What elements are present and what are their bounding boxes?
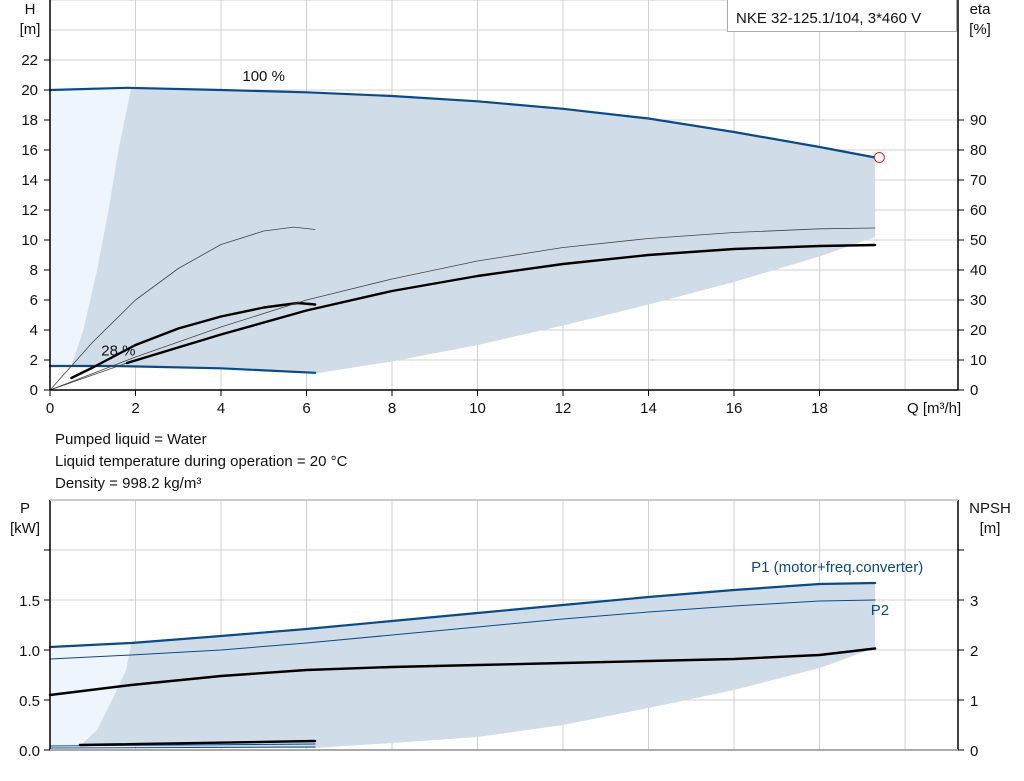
series-line-0-2 bbox=[49, 226, 316, 391]
series-line-1-2 bbox=[48, 647, 877, 697]
y-axis-unit-left: [kW] bbox=[10, 520, 40, 537]
series-line-0-0 bbox=[48, 86, 877, 159]
y-tick-label-right: 90 bbox=[970, 112, 987, 129]
operating-area-light bbox=[50, 87, 132, 366]
y-axis-unit-left: [m] bbox=[20, 21, 41, 38]
y-tick-label-right: 60 bbox=[970, 202, 987, 219]
y-tick-label-left: 1.0 bbox=[19, 643, 40, 660]
y-tick-label-right: 50 bbox=[970, 232, 987, 249]
y-tick-label-left: 14 bbox=[21, 172, 38, 189]
y-tick-label-left: 6 bbox=[30, 292, 38, 309]
y-tick-label-left: 12 bbox=[21, 202, 38, 219]
curve-label: 28 % bbox=[101, 343, 135, 360]
y-tick-label-right: 2 bbox=[970, 643, 978, 660]
y-tick-label-left: 4 bbox=[30, 322, 38, 339]
pump-title: NKE 32-125.1/104, 3*460 V bbox=[727, 0, 957, 32]
y-tick-label-right: 70 bbox=[970, 172, 987, 189]
y-tick-label-right: 40 bbox=[970, 262, 987, 279]
y-tick-label-right: 1 bbox=[970, 693, 978, 710]
y-axis-unit-right: [m] bbox=[980, 520, 1001, 537]
curve-label: P1 (motor+freq.converter) bbox=[751, 559, 923, 576]
info-density: Density = 998.2 kg/m³ bbox=[55, 475, 202, 492]
series-line-1-0 bbox=[48, 581, 877, 649]
y-tick-label-left: 0 bbox=[30, 382, 38, 399]
duty-point-marker bbox=[873, 152, 885, 163]
y-tick-label-left: 0.5 bbox=[19, 693, 40, 710]
y-axis-label-right: eta bbox=[970, 1, 992, 18]
y-axis-label-left: P bbox=[20, 500, 30, 517]
x-tick-label: 16 bbox=[726, 400, 743, 417]
y-tick-label-right: 80 bbox=[970, 142, 987, 159]
y-tick-label-left: 8 bbox=[30, 262, 38, 279]
y-axis-label-right: NPSH bbox=[969, 500, 1011, 517]
operating-area-light bbox=[50, 643, 132, 746]
series-line-0-6 bbox=[125, 243, 877, 365]
y-tick-label-left: 18 bbox=[21, 112, 38, 129]
y-tick-label-right: 10 bbox=[970, 352, 987, 369]
x-tick-label: 4 bbox=[217, 400, 225, 417]
x-tick-label: 10 bbox=[469, 400, 486, 417]
series-line-1-4 bbox=[49, 746, 316, 749]
x-tick-label: 2 bbox=[131, 400, 139, 417]
x-axis-label: Q [m³/h] bbox=[907, 400, 961, 417]
y-tick-label-left: 20 bbox=[21, 82, 38, 99]
series-line-0-1 bbox=[48, 364, 317, 374]
info-pumped-liquid: Pumped liquid = Water bbox=[55, 431, 207, 448]
x-tick-label: 6 bbox=[302, 400, 310, 417]
x-tick-label: 0 bbox=[46, 400, 54, 417]
y-axis-label-left: H bbox=[25, 1, 36, 18]
x-tick-label: 18 bbox=[811, 400, 828, 417]
y-axis-unit-right: [%] bbox=[969, 21, 991, 38]
y-tick-label-left: 16 bbox=[21, 142, 38, 159]
series-line-0-5 bbox=[49, 362, 128, 391]
y-tick-label-left: 22 bbox=[21, 52, 38, 69]
x-tick-label: 8 bbox=[388, 400, 396, 417]
series-line-1-1 bbox=[49, 599, 876, 660]
y-tick-label-right: 3 bbox=[970, 593, 978, 610]
info-liquid-temperature: Liquid temperature during operation = 20… bbox=[55, 453, 348, 470]
series-line-0-4 bbox=[49, 227, 876, 391]
operating-area bbox=[71, 87, 876, 374]
y-tick-label-left: 1.5 bbox=[19, 593, 40, 610]
y-tick-label-right: 20 bbox=[970, 322, 987, 339]
y-tick-label-left: 2 bbox=[30, 352, 38, 369]
y-tick-label-left: 0.0 bbox=[19, 743, 40, 760]
y-tick-label-right: 0 bbox=[970, 743, 978, 760]
y-tick-label-left: 10 bbox=[21, 232, 38, 249]
x-tick-label: 12 bbox=[555, 400, 572, 417]
series-line-1-5 bbox=[78, 739, 317, 747]
series-line-0-3 bbox=[70, 301, 317, 380]
x-tick-label: 14 bbox=[640, 400, 657, 417]
y-tick-label-right: 30 bbox=[970, 292, 987, 309]
curve-label: 100 % bbox=[242, 68, 285, 85]
curve-label: P2 bbox=[871, 602, 889, 619]
y-tick-label-right: 0 bbox=[970, 382, 978, 399]
